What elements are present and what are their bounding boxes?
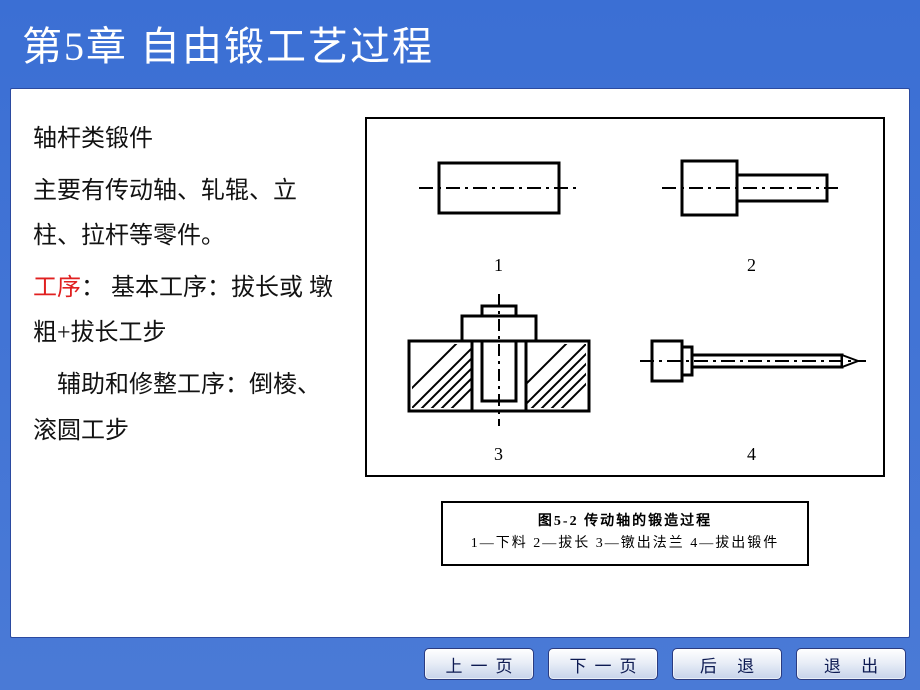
label-process: 工序 <box>33 275 81 301</box>
svg-billet <box>399 133 599 243</box>
drawing-3 <box>377 286 620 436</box>
exit-button[interactable]: 退 出 <box>796 648 906 680</box>
figure-cell-3: 3 <box>377 286 620 465</box>
slide-body: 轴杆类锻件 主要有传动轴、轧辊、立柱、拉杆等零件。 工序： 基本工序：拔长或 墩… <box>10 88 910 638</box>
prev-button[interactable]: 上一页 <box>424 648 534 680</box>
paragraph-2: 主要有传动轴、轧辊、立柱、拉杆等零件。 <box>33 169 343 260</box>
slide-title: 第5章 自由锻工艺过程 <box>22 14 898 72</box>
nav-footer: 上一页 下一页 后 退 退 出 <box>424 648 906 680</box>
figure-column: 1 2 <box>363 117 887 566</box>
figure-cell-2: 2 <box>630 129 873 276</box>
figure-label-2: 2 <box>747 255 756 276</box>
figure-label-4: 4 <box>747 444 756 465</box>
slide: 第5章 自由锻工艺过程 轴杆类锻件 主要有传动轴、轧辊、立柱、拉杆等零件。 工序… <box>0 0 920 690</box>
text-column: 轴杆类锻件 主要有传动轴、轧辊、立柱、拉杆等零件。 工序： 基本工序：拔长或 墩… <box>33 117 343 566</box>
drawing-4 <box>630 286 873 436</box>
caption-legend: 1—下料 2—拔长 3—镦出法兰 4—拔出锻件 <box>471 533 780 555</box>
svg-final <box>632 301 872 421</box>
svg-upset <box>384 286 614 436</box>
back-button[interactable]: 后 退 <box>672 648 782 680</box>
figure-cell-1: 1 <box>377 129 620 276</box>
drawing-2 <box>630 129 873 247</box>
figure-caption: 图5-2 传动轴的锻造过程 1—下料 2—拔长 3—镦出法兰 4—拔出锻件 <box>441 501 810 566</box>
paragraph-3: 工序： 基本工序：拔长或 墩粗+拔长工步 <box>33 266 343 357</box>
caption-title: 图5-2 传动轴的锻造过程 <box>471 511 780 533</box>
figure-cell-4: 4 <box>630 286 873 465</box>
paragraph-1: 轴杆类锻件 <box>33 117 343 163</box>
figure-label-3: 3 <box>494 444 503 465</box>
figure-box: 1 2 <box>365 117 885 477</box>
figure-label-1: 1 <box>494 255 503 276</box>
paragraph-4: 辅助和修整工序：倒棱、滚圆工步 <box>33 363 343 454</box>
content-row: 轴杆类锻件 主要有传动轴、轧辊、立柱、拉杆等零件。 工序： 基本工序：拔长或 墩… <box>33 117 887 566</box>
slide-header: 第5章 自由锻工艺过程 <box>0 0 920 86</box>
drawing-1 <box>377 129 620 247</box>
next-button[interactable]: 下一页 <box>548 648 658 680</box>
svg-drawn <box>642 133 862 243</box>
